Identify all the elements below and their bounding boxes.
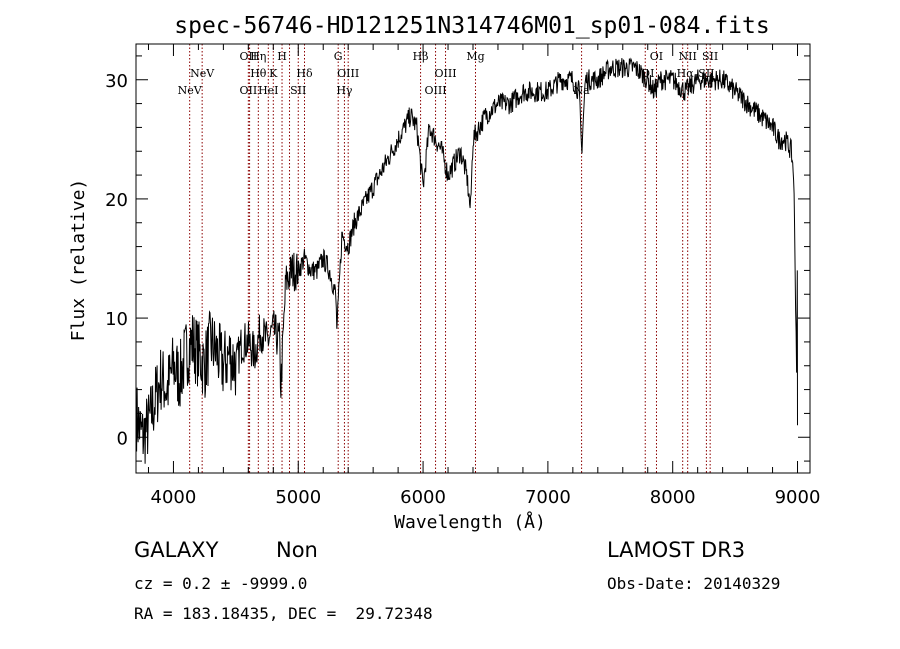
spectral-line-label: OII <box>239 84 257 97</box>
spectral-line-label: Hθ <box>250 67 267 80</box>
ra-dec-coordinates: RA = 183.18435, DEC = 29.72348 <box>134 604 433 623</box>
spectral-line-label: Mg <box>466 50 484 63</box>
y-tick-label: 30 <box>105 71 128 92</box>
spectral-line-label: G <box>334 50 343 63</box>
x-tick-label: 4000 <box>151 487 197 508</box>
y-axis-label: Flux (relative) <box>68 179 89 342</box>
axis-ticks: 4000 5000 6000 7000 8000 9000 0 10 20 30 <box>105 44 820 508</box>
x-tick-label: 9000 <box>775 487 821 508</box>
spectral-line-label: NeV <box>190 67 215 80</box>
spectral-line-label: Hη <box>250 50 266 63</box>
spectral-line-label: SII <box>702 50 718 63</box>
x-tick-label: 7000 <box>525 487 571 508</box>
chart-title: spec-56746-HD121251N314746M01_sp01-084.f… <box>174 13 769 39</box>
y-tick-label: 20 <box>105 190 128 211</box>
spectral-line-label: OI <box>650 50 663 63</box>
plot-frame <box>135 43 811 474</box>
x-axis-label: Wavelength (Å) <box>394 511 546 533</box>
observation-date: Obs-Date: 20140329 <box>607 574 781 593</box>
spectral-line-label: OIII <box>425 84 447 97</box>
spectral-line-label: NII <box>679 50 697 63</box>
y-tick-label: 10 <box>105 309 128 330</box>
spectral-line-label: NeV <box>178 84 203 97</box>
spectral-line-label: OIII <box>435 67 457 80</box>
redshift-cz: cz = 0.2 ± -9999.0 <box>134 574 308 593</box>
spectrum-chart: spec-56746-HD121251N314746M01_sp01-084.f… <box>68 13 820 533</box>
object-subclass: Non <box>276 538 318 562</box>
spectral-line-label: HeI <box>258 84 278 97</box>
spectrum-line <box>136 57 798 464</box>
x-tick-label: 5000 <box>275 487 321 508</box>
spectral-line-label: Hβ <box>413 50 429 63</box>
x-tick-label: 6000 <box>400 487 446 508</box>
spectral-line-label: H <box>277 50 287 63</box>
spectral-line-label: SII <box>290 84 306 97</box>
x-tick-label: 8000 <box>650 487 696 508</box>
spectral-line-label: OIII <box>337 67 359 80</box>
spectral-line-label: K <box>269 67 278 80</box>
line-markers <box>189 44 711 473</box>
spectral-line-label: OII <box>239 50 257 63</box>
object-class: GALAXY <box>134 538 219 562</box>
spectral-line-label: Hδ <box>296 67 313 80</box>
y-tick-label: 0 <box>117 428 128 449</box>
spectral-line-label: Hγ <box>336 84 353 97</box>
survey-name: LAMOST DR3 <box>607 538 746 562</box>
